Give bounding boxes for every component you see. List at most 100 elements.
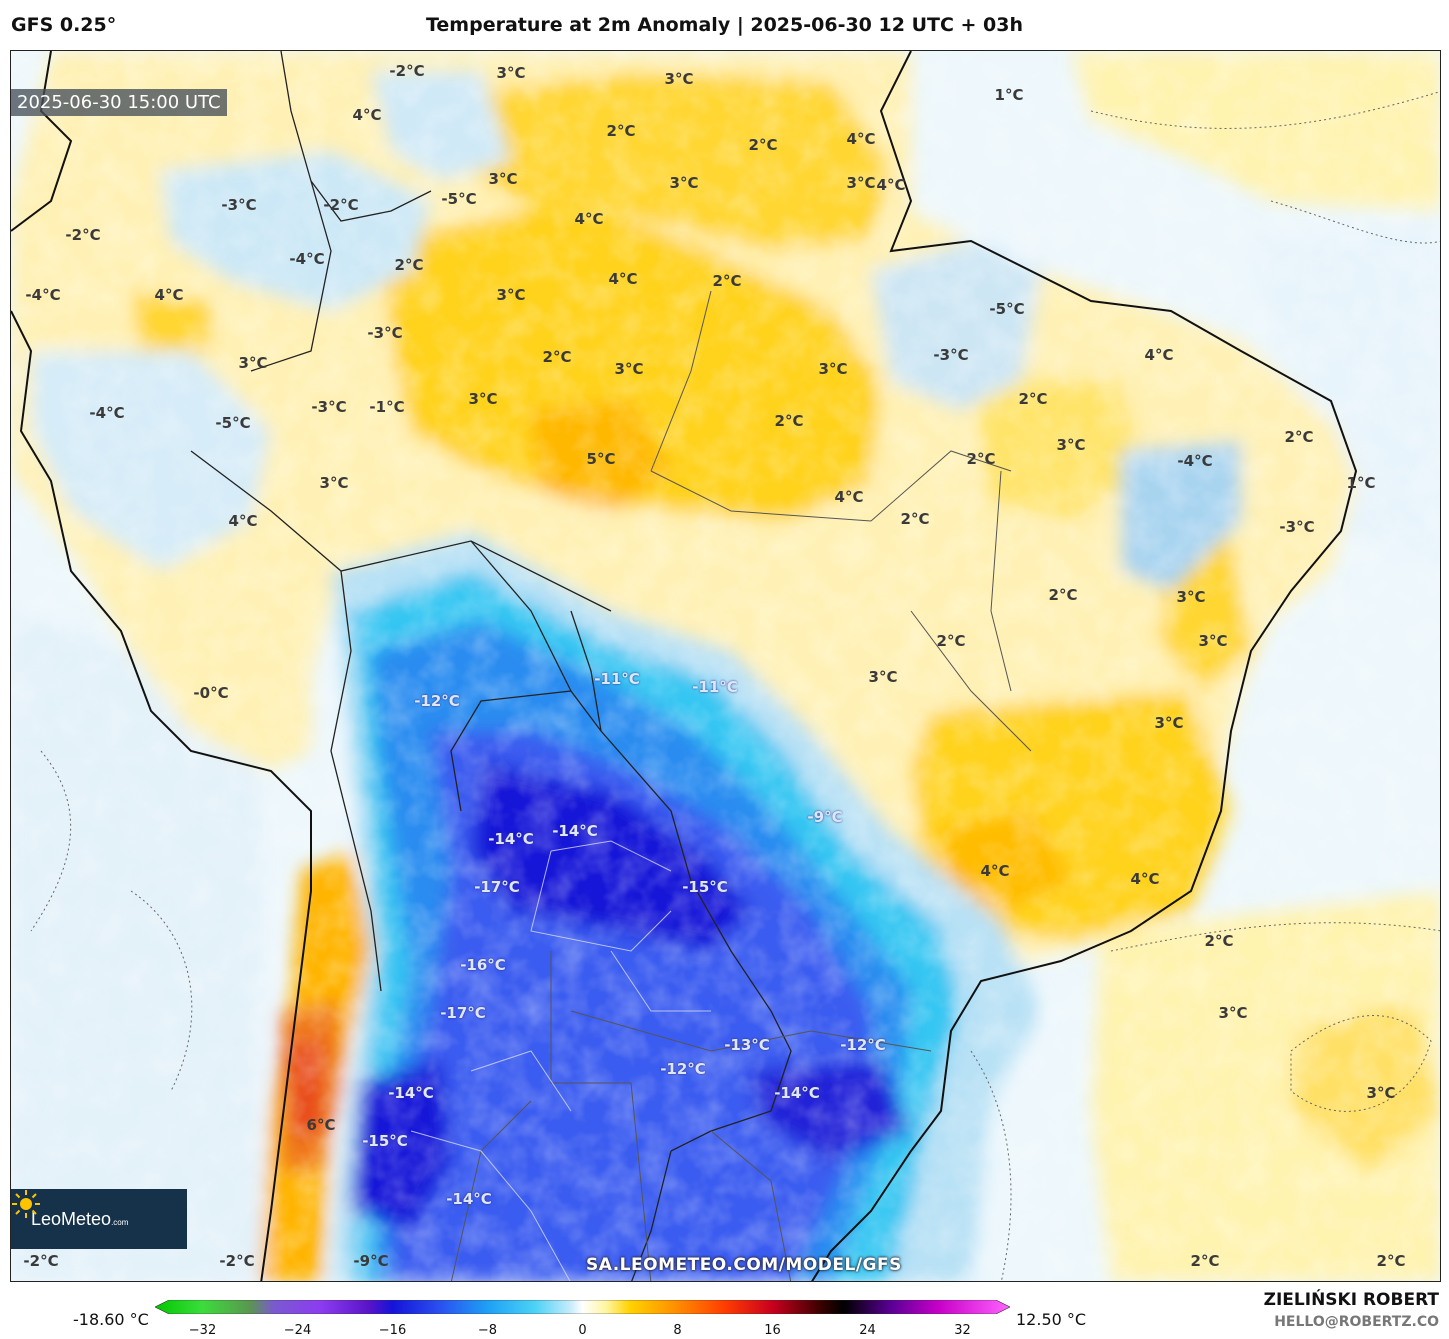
colorbar-tick-label: 32 <box>954 1323 971 1338</box>
temperature-label: 2°C <box>1018 390 1048 408</box>
temperature-label: 4°C <box>846 130 876 148</box>
temperature-label: -2°C <box>323 196 359 214</box>
temperature-label: 3°C <box>496 286 526 304</box>
anomaly-map[interactable]: 2025-06-30 15:00 UTC -2°C 3°C 3°C 1°C 2°C 4°C… <box>10 50 1441 1282</box>
temperature-label: -2°C <box>65 226 101 244</box>
temperature-label: 2°C <box>1190 1252 1220 1270</box>
temperature-label: 1°C <box>994 86 1024 104</box>
temperature-label: -3°C <box>367 324 403 342</box>
temperature-label: -4°C <box>25 286 61 304</box>
colorbar-tick-label: 24 <box>859 1323 876 1338</box>
temperature-label: -17°C <box>440 1004 486 1022</box>
temperature-label: 3°C <box>614 360 644 378</box>
temperature-label: -2°C <box>219 1252 255 1270</box>
temperature-label: 4°C <box>574 210 604 228</box>
ocean-contours <box>30 91 1440 1281</box>
colorbar-tick-label: −16 <box>378 1323 407 1338</box>
leometeo-logo[interactable]: LeoMeteo.com <box>11 1189 187 1249</box>
temperature-label: -5°C <box>989 300 1025 318</box>
temperature-label: -9°C <box>807 808 843 826</box>
temperature-label: 3°C <box>1176 588 1206 606</box>
temperature-label: -14°C <box>488 830 534 848</box>
temperature-label: 4°C <box>834 488 864 506</box>
temperature-label: -15°C <box>682 878 728 896</box>
temperature-label: -14°C <box>388 1084 434 1102</box>
valid-time-badge: 2025-06-30 15:00 UTC <box>11 89 227 116</box>
temperature-label: 4°C <box>980 862 1010 880</box>
colorbar-tick-label: 16 <box>764 1323 781 1338</box>
temperature-label: 2°C <box>1284 428 1314 446</box>
temperature-label: -5°C <box>441 190 477 208</box>
temperature-label: -11°C <box>692 678 738 696</box>
temperature-label: 4°C <box>1144 346 1174 364</box>
temperature-label: -16°C <box>460 956 506 974</box>
temperature-label: -12°C <box>414 692 460 710</box>
cold-region-borders <box>410 840 711 1281</box>
temperature-label: -13°C <box>724 1036 770 1054</box>
temperature-label: 3°C <box>1218 1004 1248 1022</box>
author-email[interactable]: HELLO@ROBERTZ.CO <box>1274 1314 1439 1330</box>
temperature-label: 3°C <box>488 170 518 188</box>
temperature-label: 4°C <box>352 106 382 124</box>
temperature-label: 3°C <box>818 360 848 378</box>
temperature-label: 3°C <box>868 668 898 686</box>
temperature-label: -3°C <box>933 346 969 364</box>
temperature-label: 4°C <box>608 270 638 288</box>
texture-overlay <box>11 51 1440 1281</box>
author-name: ZIELIŃSKI ROBERT <box>1263 1290 1439 1310</box>
temperature-label: 3°C <box>468 390 498 408</box>
temperature-label: 2°C <box>542 348 572 366</box>
temperature-label: -4°C <box>289 250 325 268</box>
temperature-label: 2°C <box>936 632 966 650</box>
temperature-label: 4°C <box>228 512 258 530</box>
temperature-label: -14°C <box>446 1190 492 1208</box>
temperature-label: -5°C <box>215 414 251 432</box>
temperature-label: -3°C <box>1279 518 1315 536</box>
temperature-label: 1°C <box>1346 474 1376 492</box>
website-link[interactable]: SA.LEOMETEO.COM/MODEL/GFS <box>586 1255 902 1275</box>
temperature-label: -2°C <box>389 62 425 80</box>
colorbar-fill <box>155 1300 1010 1314</box>
temperature-label: 3°C <box>846 174 876 192</box>
colorbar-tick-label: −24 <box>283 1323 312 1338</box>
temperature-label: -15°C <box>362 1132 408 1150</box>
temperature-label: -3°C <box>311 398 347 416</box>
temperature-label: 3°C <box>664 70 694 88</box>
temperature-label: -4°C <box>89 404 125 422</box>
colorbar <box>155 1300 1010 1314</box>
temperature-label: 3°C <box>1056 436 1086 454</box>
map-canvas <box>11 51 1440 1281</box>
colorbar-tick-label: 8 <box>673 1323 682 1338</box>
temperature-label: -12°C <box>660 1060 706 1078</box>
temperature-label: 2°C <box>966 450 996 468</box>
sun-icon <box>12 1190 40 1218</box>
temperature-label: 3°C <box>319 474 349 492</box>
colorbar-tick-label: 0 <box>578 1323 587 1338</box>
temperature-label: -14°C <box>552 822 598 840</box>
temperature-label: -3°C <box>221 196 257 214</box>
temperature-label: -4°C <box>1177 452 1213 470</box>
temperature-label: -1°C <box>369 398 405 416</box>
temperature-label: 6°C <box>306 1116 336 1134</box>
temperature-label: 4°C <box>154 286 184 304</box>
temperature-label: 2°C <box>774 412 804 430</box>
temperature-label: 3°C <box>238 354 268 372</box>
temperature-label: -14°C <box>774 1084 820 1102</box>
colorbar-max-label: 12.50 °C <box>1016 1310 1087 1329</box>
temperature-label: 3°C <box>1154 714 1184 732</box>
temperature-label: 4°C <box>1130 870 1160 888</box>
temperature-label: 2°C <box>900 510 930 528</box>
temperature-label: 2°C <box>712 272 742 290</box>
temperature-label: 2°C <box>748 136 778 154</box>
temperature-label: -12°C <box>840 1036 886 1054</box>
temperature-label: 3°C <box>1198 632 1228 650</box>
temperature-label: 2°C <box>1376 1252 1406 1270</box>
temperature-label: 3°C <box>669 174 699 192</box>
temperature-label: -0°C <box>193 684 229 702</box>
temperature-label: -9°C <box>353 1252 389 1270</box>
colorbar-tick-label: −32 <box>188 1323 217 1338</box>
logo-wordmark: LeoMeteo.com <box>31 1208 129 1229</box>
temperature-label: -17°C <box>474 878 520 896</box>
temperature-label: 4°C <box>876 176 906 194</box>
temperature-label: 2°C <box>606 122 636 140</box>
